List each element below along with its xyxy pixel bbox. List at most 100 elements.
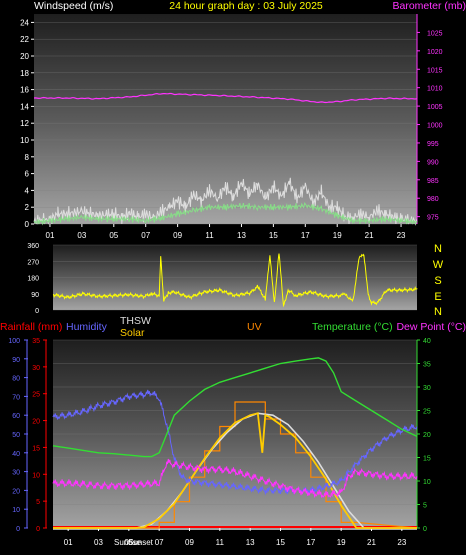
wind-x-tick-label-7: 15 <box>269 231 278 240</box>
temp-x-tick-label-0: 01 <box>64 538 73 547</box>
wind-x-tick-label-1: 03 <box>77 231 86 240</box>
sunrise-label: Sunrise <box>114 538 142 547</box>
dir-tick-label-3: 270 <box>27 259 39 266</box>
baro-right-tick-label-7: 1010 <box>427 86 443 93</box>
dewpoint-axis-title: Dew Point (°C) <box>396 321 466 333</box>
wind-x-tick-label-10: 21 <box>365 231 374 240</box>
rain-tick-label-1: 5 <box>36 499 40 506</box>
wind-left-tick-label-12: 24 <box>20 18 29 27</box>
wind-left-tick-label-1: 2 <box>25 203 30 212</box>
rain-tick-label-4: 20 <box>32 419 40 426</box>
wind-x-tick-label-3: 07 <box>141 231 150 240</box>
rain-tick-label-3: 15 <box>32 445 40 452</box>
series-windspeed-gust <box>33 177 418 226</box>
temp-tick-label-7: 35 <box>423 362 431 369</box>
wind-left-tick-label-7: 14 <box>20 102 29 111</box>
compass-s: S <box>434 275 441 287</box>
wind-left-tick-label-3: 6 <box>25 170 30 179</box>
hum-tick-label-10: 100 <box>8 338 20 345</box>
temp-x-tick-label-5: 11 <box>216 538 225 547</box>
dir-tick-label-2: 180 <box>27 276 39 283</box>
compass-n-top: N <box>434 243 442 255</box>
series-temperature <box>52 357 418 458</box>
wind-left-tick-label-0: 0 <box>25 220 30 229</box>
dir-tick-label-0: 0 <box>35 308 39 315</box>
series-windspeed-avg <box>33 202 418 226</box>
hum-tick-label-2: 20 <box>12 488 20 495</box>
temp-tick-label-8: 40 <box>423 338 431 345</box>
compass-w: W <box>433 259 444 271</box>
temp-tick-label-2: 10 <box>423 479 431 486</box>
wind-x-tick-label-0: 01 <box>46 231 55 240</box>
rain-tick-label-7: 35 <box>32 338 40 345</box>
series-humidity <box>52 389 418 496</box>
baro-right-tick-label-1: 980 <box>427 196 439 203</box>
rain-tick-label-0: 0 <box>36 526 40 533</box>
temp-tick-label-5: 25 <box>423 409 431 416</box>
hum-tick-label-0: 0 <box>16 526 20 533</box>
series-barometer <box>33 92 418 104</box>
uv-legend-label: UV <box>247 321 262 333</box>
baro-right-tick-label-5: 1000 <box>427 123 443 130</box>
wind-left-tick-label-10: 20 <box>20 52 29 61</box>
temp-x-tick-label-7: 15 <box>276 538 285 547</box>
hum-tick-label-4: 40 <box>12 451 20 458</box>
rainfall-axis-title: Rainfall (mm) <box>0 321 62 333</box>
baro-right-tick-label-4: 995 <box>427 141 439 148</box>
baro-right-tick-label-0: 975 <box>427 215 439 222</box>
wind-x-tick-label-5: 11 <box>205 231 214 240</box>
dir-tick-label-4: 360 <box>27 243 39 250</box>
wind-x-tick-label-8: 17 <box>301 231 310 240</box>
temp-x-tick-label-11: 23 <box>397 538 406 547</box>
temp-tick-label-6: 30 <box>423 385 431 392</box>
hum-tick-label-3: 30 <box>12 470 20 477</box>
wind-x-tick-label-11: 23 <box>397 231 406 240</box>
solar-legend-label: Solar <box>120 327 145 339</box>
temp-x-tick-label-2: 05 <box>124 538 133 547</box>
wind-x-tick-label-6: 13 <box>237 231 246 240</box>
temp-tick-label-1: 5 <box>423 503 427 510</box>
temp-tick-label-3: 15 <box>423 456 431 463</box>
hum-tick-label-9: 90 <box>12 357 20 364</box>
thsw-legend-label: THSW <box>120 315 151 327</box>
compass-n-bottom: N <box>434 306 442 318</box>
hum-tick-label-5: 50 <box>12 432 20 439</box>
baro-right-tick-label-8: 1015 <box>427 67 443 74</box>
sunset-label: Sunset <box>128 538 154 547</box>
temp-tick-label-4: 20 <box>423 432 431 439</box>
series-dewpoint <box>52 458 418 499</box>
chart-title: 24 hour graph day : 03 July 2025 <box>169 0 323 12</box>
baro-right-tick-label-2: 985 <box>427 178 439 185</box>
wind-x-tick-label-2: 05 <box>109 231 118 240</box>
baro-right-tick-label-3: 990 <box>427 159 439 166</box>
temp-tick-label-0: 0 <box>423 526 427 533</box>
temp-x-tick-label-4: 09 <box>185 538 194 547</box>
windspeed-axis-title: Windspeed (m/s) <box>34 0 113 12</box>
temp-x-tick-label-10: 21 <box>367 538 376 547</box>
series-uv <box>53 401 418 529</box>
wind-left-tick-label-5: 10 <box>20 136 29 145</box>
wind-x-tick-label-9: 19 <box>333 231 342 240</box>
temp-x-tick-label-6: 13 <box>246 538 255 547</box>
wind-left-tick-label-11: 22 <box>20 35 29 44</box>
wind-left-tick-label-4: 8 <box>25 153 30 162</box>
wind-left-tick-label-6: 12 <box>20 119 29 128</box>
wind-left-tick-label-8: 16 <box>20 86 29 95</box>
wind-panel <box>34 14 417 224</box>
hum-tick-label-6: 60 <box>12 413 20 420</box>
temp-x-tick-label-9: 19 <box>337 538 346 547</box>
humidity-legend-label: Humidity <box>66 321 108 333</box>
temp-x-tick-label-1: 03 <box>94 538 103 547</box>
hum-tick-label-1: 10 <box>12 507 20 514</box>
dir-tick-label-1: 90 <box>31 292 39 299</box>
baro-right-tick-label-10: 1025 <box>427 30 443 37</box>
rain-tick-label-2: 10 <box>32 472 40 479</box>
rain-tick-label-6: 30 <box>32 365 40 372</box>
barometer-axis-title: Barometer (mb) <box>392 0 466 12</box>
series-wind-direction <box>52 253 418 308</box>
temp-x-tick-label-8: 17 <box>306 538 315 547</box>
hum-tick-label-8: 80 <box>12 376 20 383</box>
temperature-axis-title: Temperature (°C) <box>312 321 393 333</box>
